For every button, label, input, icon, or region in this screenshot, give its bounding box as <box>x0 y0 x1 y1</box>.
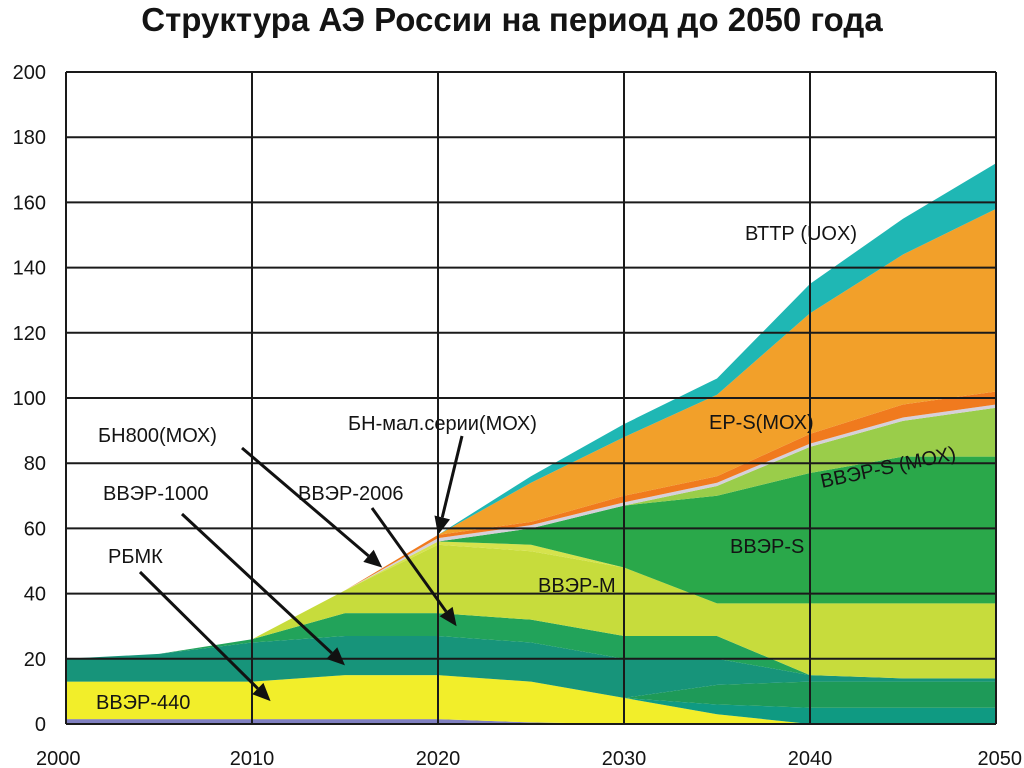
label-bn800: БН800(МОХ) <box>98 425 217 447</box>
area-рбмк-base <box>66 719 996 724</box>
x-tick-label: 2030 <box>602 748 647 768</box>
area-ввэр-s <box>66 456 996 659</box>
label-eps: EP-S(МОХ) <box>709 412 814 434</box>
y-tick-label: 40 <box>24 584 46 606</box>
y-tick-label: 160 <box>13 192 46 214</box>
area-ep-s-мох <box>66 391 996 659</box>
x-tick-label: 2040 <box>788 748 833 768</box>
y-tick-label: 100 <box>13 388 46 410</box>
label-vttr: ВТТР (UOX) <box>745 223 857 245</box>
y-tick-label: 120 <box>13 323 46 345</box>
y-tick-label: 20 <box>24 649 46 671</box>
y-tick-label: 80 <box>24 453 46 475</box>
y-tick-label: 60 <box>24 518 46 540</box>
arrow-rbmk <box>138 570 271 702</box>
annotation-arrows <box>138 435 464 702</box>
area-ввэр-2006 <box>66 544 996 679</box>
arrow-bnmal <box>434 435 464 535</box>
area-ввэр-440 <box>66 675 996 724</box>
label-bnmal: БН-мал.серии(МОХ) <box>348 413 537 435</box>
y-tick-label: 0 <box>35 714 46 736</box>
chart-title: Структура АЭ России на период до 2050 го… <box>141 1 883 38</box>
area-рбмк <box>66 635 996 698</box>
area-ввэр-1000 <box>66 613 996 679</box>
arrow-vver1000 <box>180 512 345 666</box>
arrow-vver2006 <box>370 507 457 627</box>
grid-lines <box>65 71 997 725</box>
label-rbmk: РБМК <box>108 546 163 568</box>
y-tick-label: 200 <box>13 62 46 84</box>
x-tick-label: 2000 <box>36 748 81 768</box>
label-vver2006: ВВЭР-2006 <box>298 483 404 505</box>
label-vver440: ВВЭР-440 <box>96 692 190 714</box>
y-tick-label: 180 <box>13 127 46 149</box>
label-vvers: ВВЭР-S <box>730 536 804 558</box>
y-tick-label: 140 <box>13 258 46 280</box>
label-vverm: ВВЭР-М <box>538 575 616 597</box>
arrow-bn800 <box>241 446 383 568</box>
area-ввэр-1000-lower <box>66 675 996 724</box>
x-tick-label: 2050 <box>978 748 1023 768</box>
x-tick-label: 2010 <box>230 748 275 768</box>
x-tick-label: 2020 <box>416 748 461 768</box>
label-vver1000: ВВЭР-1000 <box>103 483 209 505</box>
area-ввэр-s-мох <box>66 407 996 659</box>
